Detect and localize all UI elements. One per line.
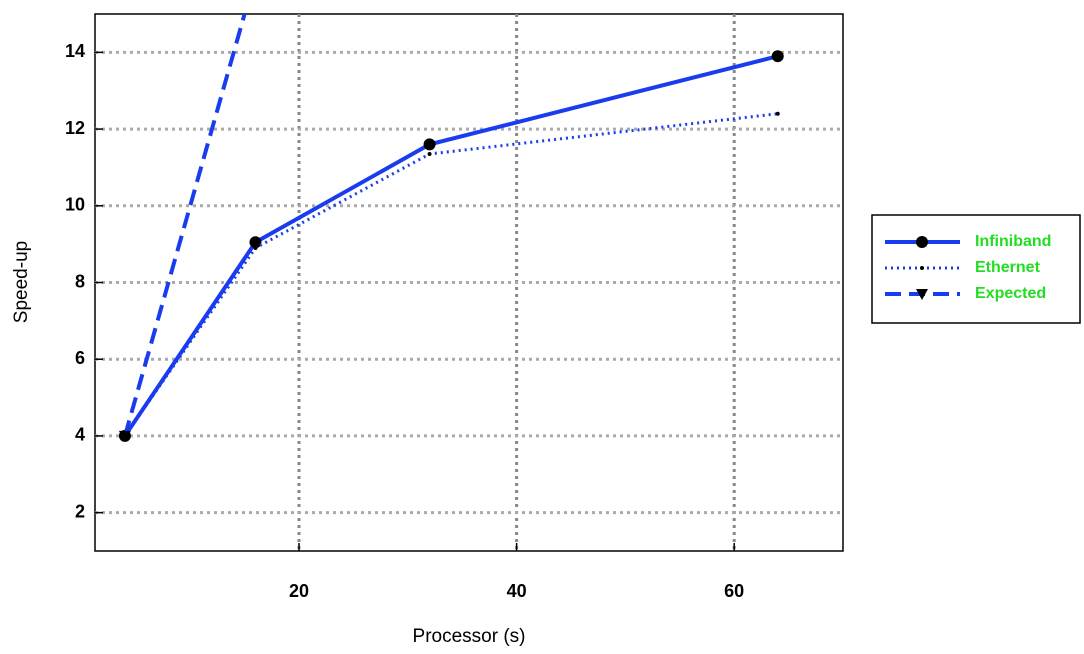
plot-area: [118, 14, 784, 442]
y-tick-label: 10: [65, 195, 85, 215]
marker: [916, 289, 928, 300]
x-tick-label: 60: [724, 581, 744, 601]
y-tick-label: 4: [75, 425, 85, 445]
y-tick-label: 14: [65, 41, 85, 61]
marker: [249, 236, 262, 249]
y-tick-label: 8: [75, 271, 85, 291]
y-tick-label: 2: [75, 501, 85, 521]
marker: [920, 266, 924, 270]
marker: [427, 152, 432, 157]
legend-label: Ethernet: [975, 259, 1041, 276]
marker: [423, 138, 436, 151]
y-tick-label: 6: [75, 348, 85, 368]
legend-box: [871, 214, 1081, 324]
y-tick-label: 12: [65, 118, 85, 138]
legend-label: Expected: [975, 285, 1046, 302]
series-line: [122, 14, 247, 437]
x-axis-label: Processor (s): [413, 626, 526, 647]
marker: [253, 245, 258, 250]
series-line: [123, 54, 779, 438]
x-tick-label: 20: [289, 581, 309, 601]
marker: [771, 50, 784, 63]
marker: [775, 111, 780, 116]
marker: [916, 236, 928, 248]
legend-label: Infiniband: [975, 233, 1051, 250]
y-axis-label: Speed-up: [11, 241, 32, 323]
series-line: [123, 112, 778, 437]
marker: [118, 430, 131, 442]
x-tick-label: 40: [507, 581, 527, 601]
